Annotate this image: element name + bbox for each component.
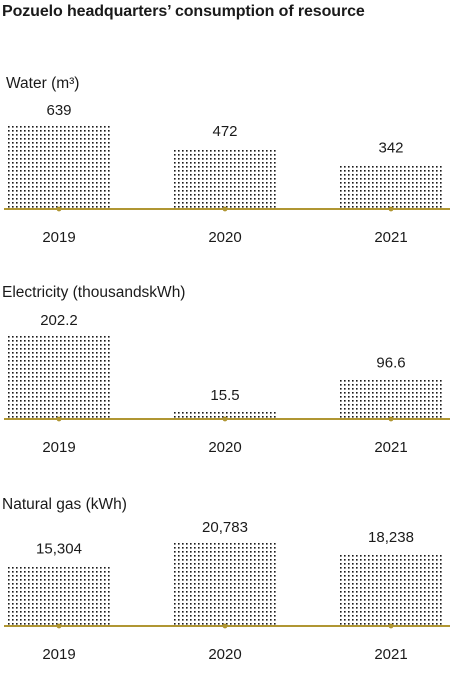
bar-dots — [340, 555, 442, 625]
chart-title: Pozuelo headquarters’ consumption of res… — [2, 3, 365, 20]
x-tick-label: 2020 — [208, 439, 241, 456]
x-tick-label: 2021 — [374, 439, 407, 456]
data-label: 15,304 — [36, 540, 82, 557]
bar-2020 — [174, 412, 276, 418]
x-tick-label: 2019 — [42, 646, 75, 663]
chart-panel-0: Water (m³) 639 2019 472 2020 342 2021 — [4, 75, 450, 246]
bar-dots — [8, 336, 110, 418]
data-label: 20,783 — [202, 519, 248, 536]
bar-dots — [8, 126, 110, 208]
bar-dots — [174, 412, 276, 418]
data-label: 202.2 — [40, 312, 78, 329]
bar-2019 — [8, 126, 110, 208]
x-tick-label: 2021 — [374, 646, 407, 663]
chart-panel-1: Electricity (thousandskWh) 202.2 2019 15.5 2… — [2, 284, 450, 456]
bar-2021 — [340, 380, 442, 418]
x-tick-label: 2020 — [208, 646, 241, 663]
data-label: 342 — [378, 140, 403, 157]
panel-title: Natural gas (kWh) — [2, 496, 127, 513]
x-tick-label: 2021 — [374, 229, 407, 246]
data-label: 18,238 — [368, 529, 414, 546]
x-tick-label: 2019 — [42, 229, 75, 246]
bar-dots — [340, 380, 442, 418]
bar-dots — [174, 543, 276, 625]
bar-2020 — [174, 543, 276, 625]
bar-2019 — [8, 567, 110, 625]
x-tick-label: 2019 — [42, 439, 75, 456]
bar-2021 — [340, 555, 442, 625]
panel-title: Electricity (thousandskWh) — [2, 284, 185, 301]
data-label: 472 — [212, 123, 237, 140]
bar-2020 — [174, 150, 276, 208]
data-label: 96.6 — [376, 354, 405, 371]
panel-title: Water (m³) — [6, 75, 79, 92]
x-tick-label: 2020 — [208, 229, 241, 246]
data-label: 639 — [46, 102, 71, 119]
bar-dots — [8, 567, 110, 625]
bar-dots — [340, 166, 442, 208]
bar-dots — [174, 150, 276, 208]
bar-2021 — [340, 166, 442, 208]
chart-panel-2: Natural gas (kWh) 15,304 2019 20,783 2020 18,… — [2, 496, 450, 663]
data-label: 15.5 — [210, 387, 239, 404]
bar-2019 — [8, 336, 110, 418]
